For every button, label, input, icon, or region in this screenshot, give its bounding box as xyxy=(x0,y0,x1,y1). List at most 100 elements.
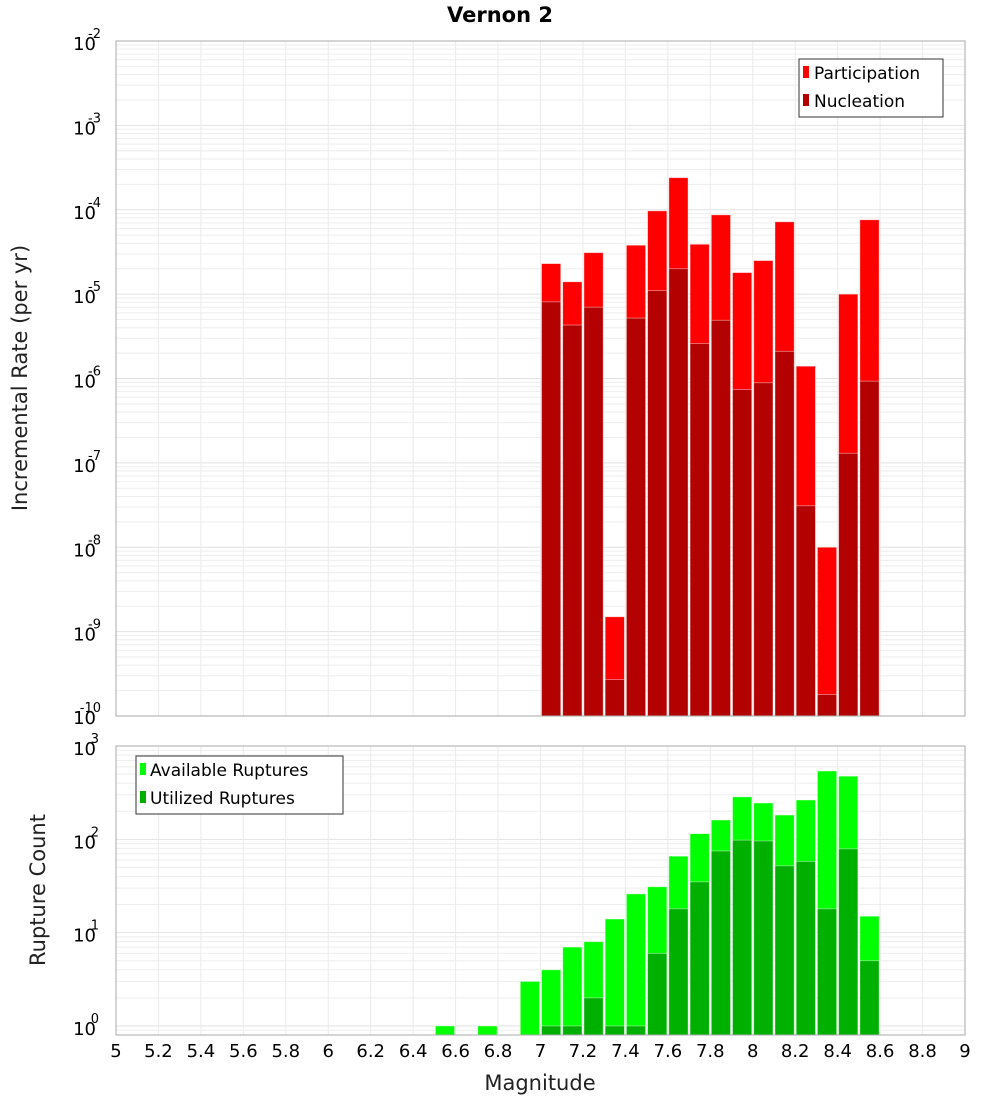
x-tick-label: 6.4 xyxy=(399,1041,428,1062)
top-y-axis-label: Incremental Rate (per yr) xyxy=(8,245,32,511)
plot-frame xyxy=(115,745,966,1036)
y-tick-exponent: -5 xyxy=(88,280,101,295)
bar-nucleation xyxy=(710,319,731,717)
bar-nucleation xyxy=(562,324,583,717)
legend-box xyxy=(135,755,344,815)
bar-utilized-ruptures xyxy=(774,865,795,1036)
y-tick-exponent: -7 xyxy=(88,449,101,464)
bar-nucleation xyxy=(626,317,647,717)
bar-utilized-ruptures xyxy=(753,840,774,1036)
y-tick-exponent: -4 xyxy=(88,196,101,211)
y-tick-label: 10-6 xyxy=(73,365,101,393)
bar-nucleation xyxy=(668,268,689,717)
bar-available-ruptures xyxy=(541,969,562,1036)
x-tick-label: 7.8 xyxy=(696,1041,725,1062)
bar-nucleation xyxy=(689,343,710,717)
y-tick-exponent: 3 xyxy=(91,732,99,747)
y-tick-exponent: 0 xyxy=(91,1012,99,1027)
bar-utilized-ruptures xyxy=(838,848,859,1036)
x-tick-label: 8.2 xyxy=(781,1041,810,1062)
bar-utilized-ruptures xyxy=(732,839,753,1036)
bar-utilized-ruptures xyxy=(626,1025,647,1036)
bar-nucleation xyxy=(541,301,562,717)
y-tick-exponent: -6 xyxy=(88,365,101,380)
legend-swatch-available xyxy=(140,763,146,775)
x-tick-label: 7 xyxy=(535,1041,546,1062)
y-tick-label: 10-10 xyxy=(73,701,101,729)
y-tick-label: 10-2 xyxy=(73,27,101,55)
y-tick-exponent: 2 xyxy=(91,825,99,840)
bar-nucleation xyxy=(604,679,625,717)
legend-box xyxy=(798,58,944,118)
x-tick-label: 7.6 xyxy=(654,1041,683,1062)
y-tick-exponent: -10 xyxy=(80,701,101,716)
x-tick-label: 8 xyxy=(747,1041,758,1062)
plot-frame xyxy=(115,40,966,717)
bottom-legend: Available Ruptures Utilized Ruptures xyxy=(135,755,344,815)
legend-utilized: Utilized Ruptures xyxy=(150,789,295,809)
bar-utilized-ruptures xyxy=(817,908,838,1036)
bar-utilized-ruptures xyxy=(668,908,689,1036)
bottom-y-axis-label: Rupture Count xyxy=(26,814,50,966)
bar-nucleation xyxy=(774,350,795,717)
y-tick-label: 10-8 xyxy=(73,533,101,561)
bar-utilized-ruptures xyxy=(710,850,731,1036)
y-tick-label: 101 xyxy=(73,919,99,947)
legend-available: Available Ruptures xyxy=(150,761,308,781)
bar-nucleation xyxy=(732,389,753,717)
y-tick-exponent: -2 xyxy=(88,27,101,42)
y-tick-label: 10-5 xyxy=(73,280,101,308)
top-plot: 10-10 10-9 10-8 10-7 10-6 10-5 10-4 10-3 10-2 xyxy=(73,27,966,729)
y-tick-label: 103 xyxy=(73,732,99,760)
bar-nucleation xyxy=(583,306,604,717)
x-tick-label: 7.4 xyxy=(611,1041,640,1062)
bar-available-ruptures xyxy=(626,893,647,1036)
x-tick-label: 7.2 xyxy=(569,1041,598,1062)
bar-available-ruptures xyxy=(562,946,583,1036)
bar-nucleation xyxy=(753,382,774,717)
x-tick-label: 6.6 xyxy=(441,1041,470,1062)
x-tick-label: 5.8 xyxy=(271,1041,300,1062)
x-tick-label: 5.2 xyxy=(144,1041,173,1062)
bar-available-ruptures xyxy=(434,1025,456,1036)
legend-nucleation: Nucleation xyxy=(814,92,905,112)
top-legend: Participation Nucleation xyxy=(798,58,944,118)
bar-nucleation xyxy=(817,694,838,717)
bar-nucleation xyxy=(795,505,816,717)
x-tick-label: 8.6 xyxy=(866,1041,895,1062)
x-tick-label: 6.2 xyxy=(356,1041,385,1062)
bar-participation xyxy=(817,546,838,717)
y-tick-exponent: -3 xyxy=(88,111,101,126)
bar-available-ruptures xyxy=(477,1025,498,1036)
bar-available-ruptures xyxy=(604,918,625,1036)
bar-nucleation xyxy=(838,452,859,717)
y-tick-exponent: -8 xyxy=(88,533,101,548)
x-tick-label: 9 xyxy=(959,1041,970,1062)
bar-available-ruptures xyxy=(519,981,540,1036)
y-tick-exponent: 1 xyxy=(91,919,99,934)
bar-utilized-ruptures xyxy=(795,860,816,1036)
x-tick-label: 6.8 xyxy=(484,1041,513,1062)
x-tick-label: 8.4 xyxy=(823,1041,852,1062)
bar-nucleation xyxy=(647,290,668,717)
legend-swatch-participation xyxy=(803,66,809,78)
bar-utilized-ruptures xyxy=(562,1025,583,1036)
legend-swatch-nucleation xyxy=(803,94,809,106)
y-tick-label: 10-7 xyxy=(73,449,101,477)
bar-utilized-ruptures xyxy=(859,960,880,1036)
y-tick-label: 10-9 xyxy=(73,618,101,646)
bar-utilized-ruptures xyxy=(604,1025,625,1036)
x-tick-label: 5 xyxy=(110,1041,121,1062)
bar-nucleation xyxy=(859,380,880,717)
x-tick-label: 6 xyxy=(323,1041,334,1062)
x-tick-label: 5.4 xyxy=(187,1041,216,1062)
bar-utilized-ruptures xyxy=(689,881,710,1036)
legend-swatch-utilized xyxy=(140,791,146,803)
y-tick-label: 102 xyxy=(73,825,99,853)
y-tick-label: 100 xyxy=(73,1012,99,1040)
bar-utilized-ruptures xyxy=(541,1025,562,1036)
y-tick-label: 10-3 xyxy=(73,111,101,139)
chart-title: Vernon 2 xyxy=(447,3,553,27)
x-axis-label: Magnitude xyxy=(484,1071,595,1095)
